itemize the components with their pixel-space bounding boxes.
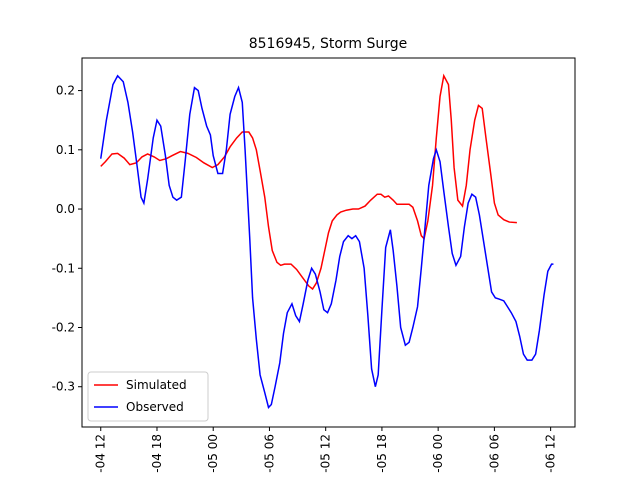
- axes-frame: [81, 57, 576, 428]
- chart-title: 8516945, Storm Surge: [249, 36, 408, 52]
- y-tick-label: 0.2: [56, 84, 75, 98]
- y-tick-label: 0.1: [56, 143, 75, 157]
- x-tick-label: -05 12: [319, 434, 333, 473]
- y-tick-label: 0.0: [56, 202, 75, 216]
- y-tick-label: -0.3: [52, 380, 75, 394]
- plot-area: [100, 73, 554, 409]
- x-tick-label: -06 06: [487, 434, 501, 473]
- y-tick-label: -0.2: [52, 320, 75, 334]
- series-line: [100, 74, 554, 409]
- x-tick-label: -04 18: [150, 434, 164, 473]
- x-tick-label: -05 00: [206, 434, 220, 473]
- x-tick-label: -06 12: [544, 434, 558, 473]
- x-tick-label: -04 12: [94, 434, 108, 473]
- x-tick-label: -05 18: [375, 434, 389, 473]
- x-tick-label: -05 06: [262, 434, 276, 473]
- legend-label: Simulated: [126, 378, 187, 392]
- x-tick-label: -06 00: [431, 434, 445, 473]
- legend-label: Observed: [126, 400, 184, 414]
- y-tick-label: -0.1: [52, 261, 75, 275]
